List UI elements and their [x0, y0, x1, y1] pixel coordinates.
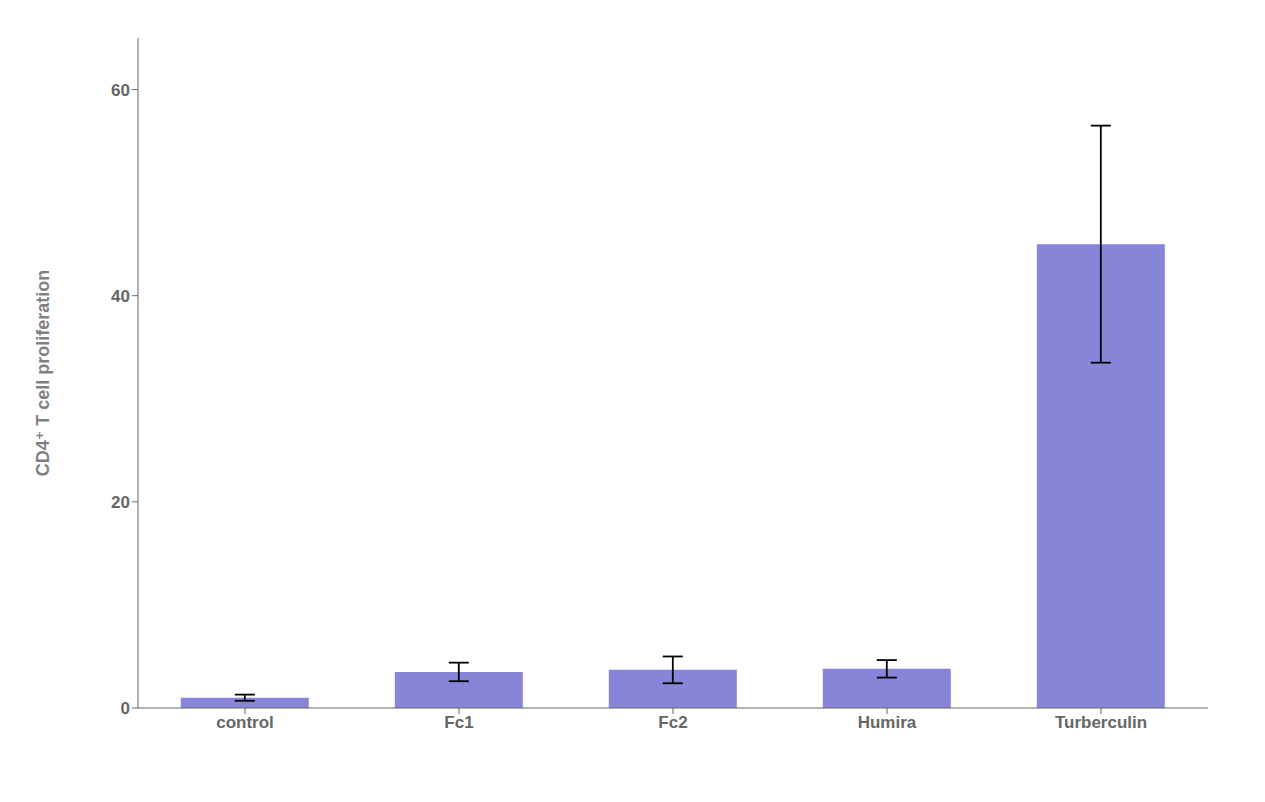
svg-text:40: 40 [111, 287, 130, 306]
svg-text:Fc1: Fc1 [444, 713, 473, 732]
svg-text:control: control [216, 713, 274, 732]
svg-text:Turberculin: Turberculin [1055, 713, 1147, 732]
svg-text:CD4⁺ T cell proliferation: CD4⁺ T cell proliferation [33, 270, 53, 477]
svg-text:60: 60 [111, 81, 130, 100]
svg-text:0: 0 [121, 699, 130, 718]
svg-text:Fc2: Fc2 [658, 713, 687, 732]
svg-text:Humira: Humira [858, 713, 917, 732]
svg-text:20: 20 [111, 493, 130, 512]
